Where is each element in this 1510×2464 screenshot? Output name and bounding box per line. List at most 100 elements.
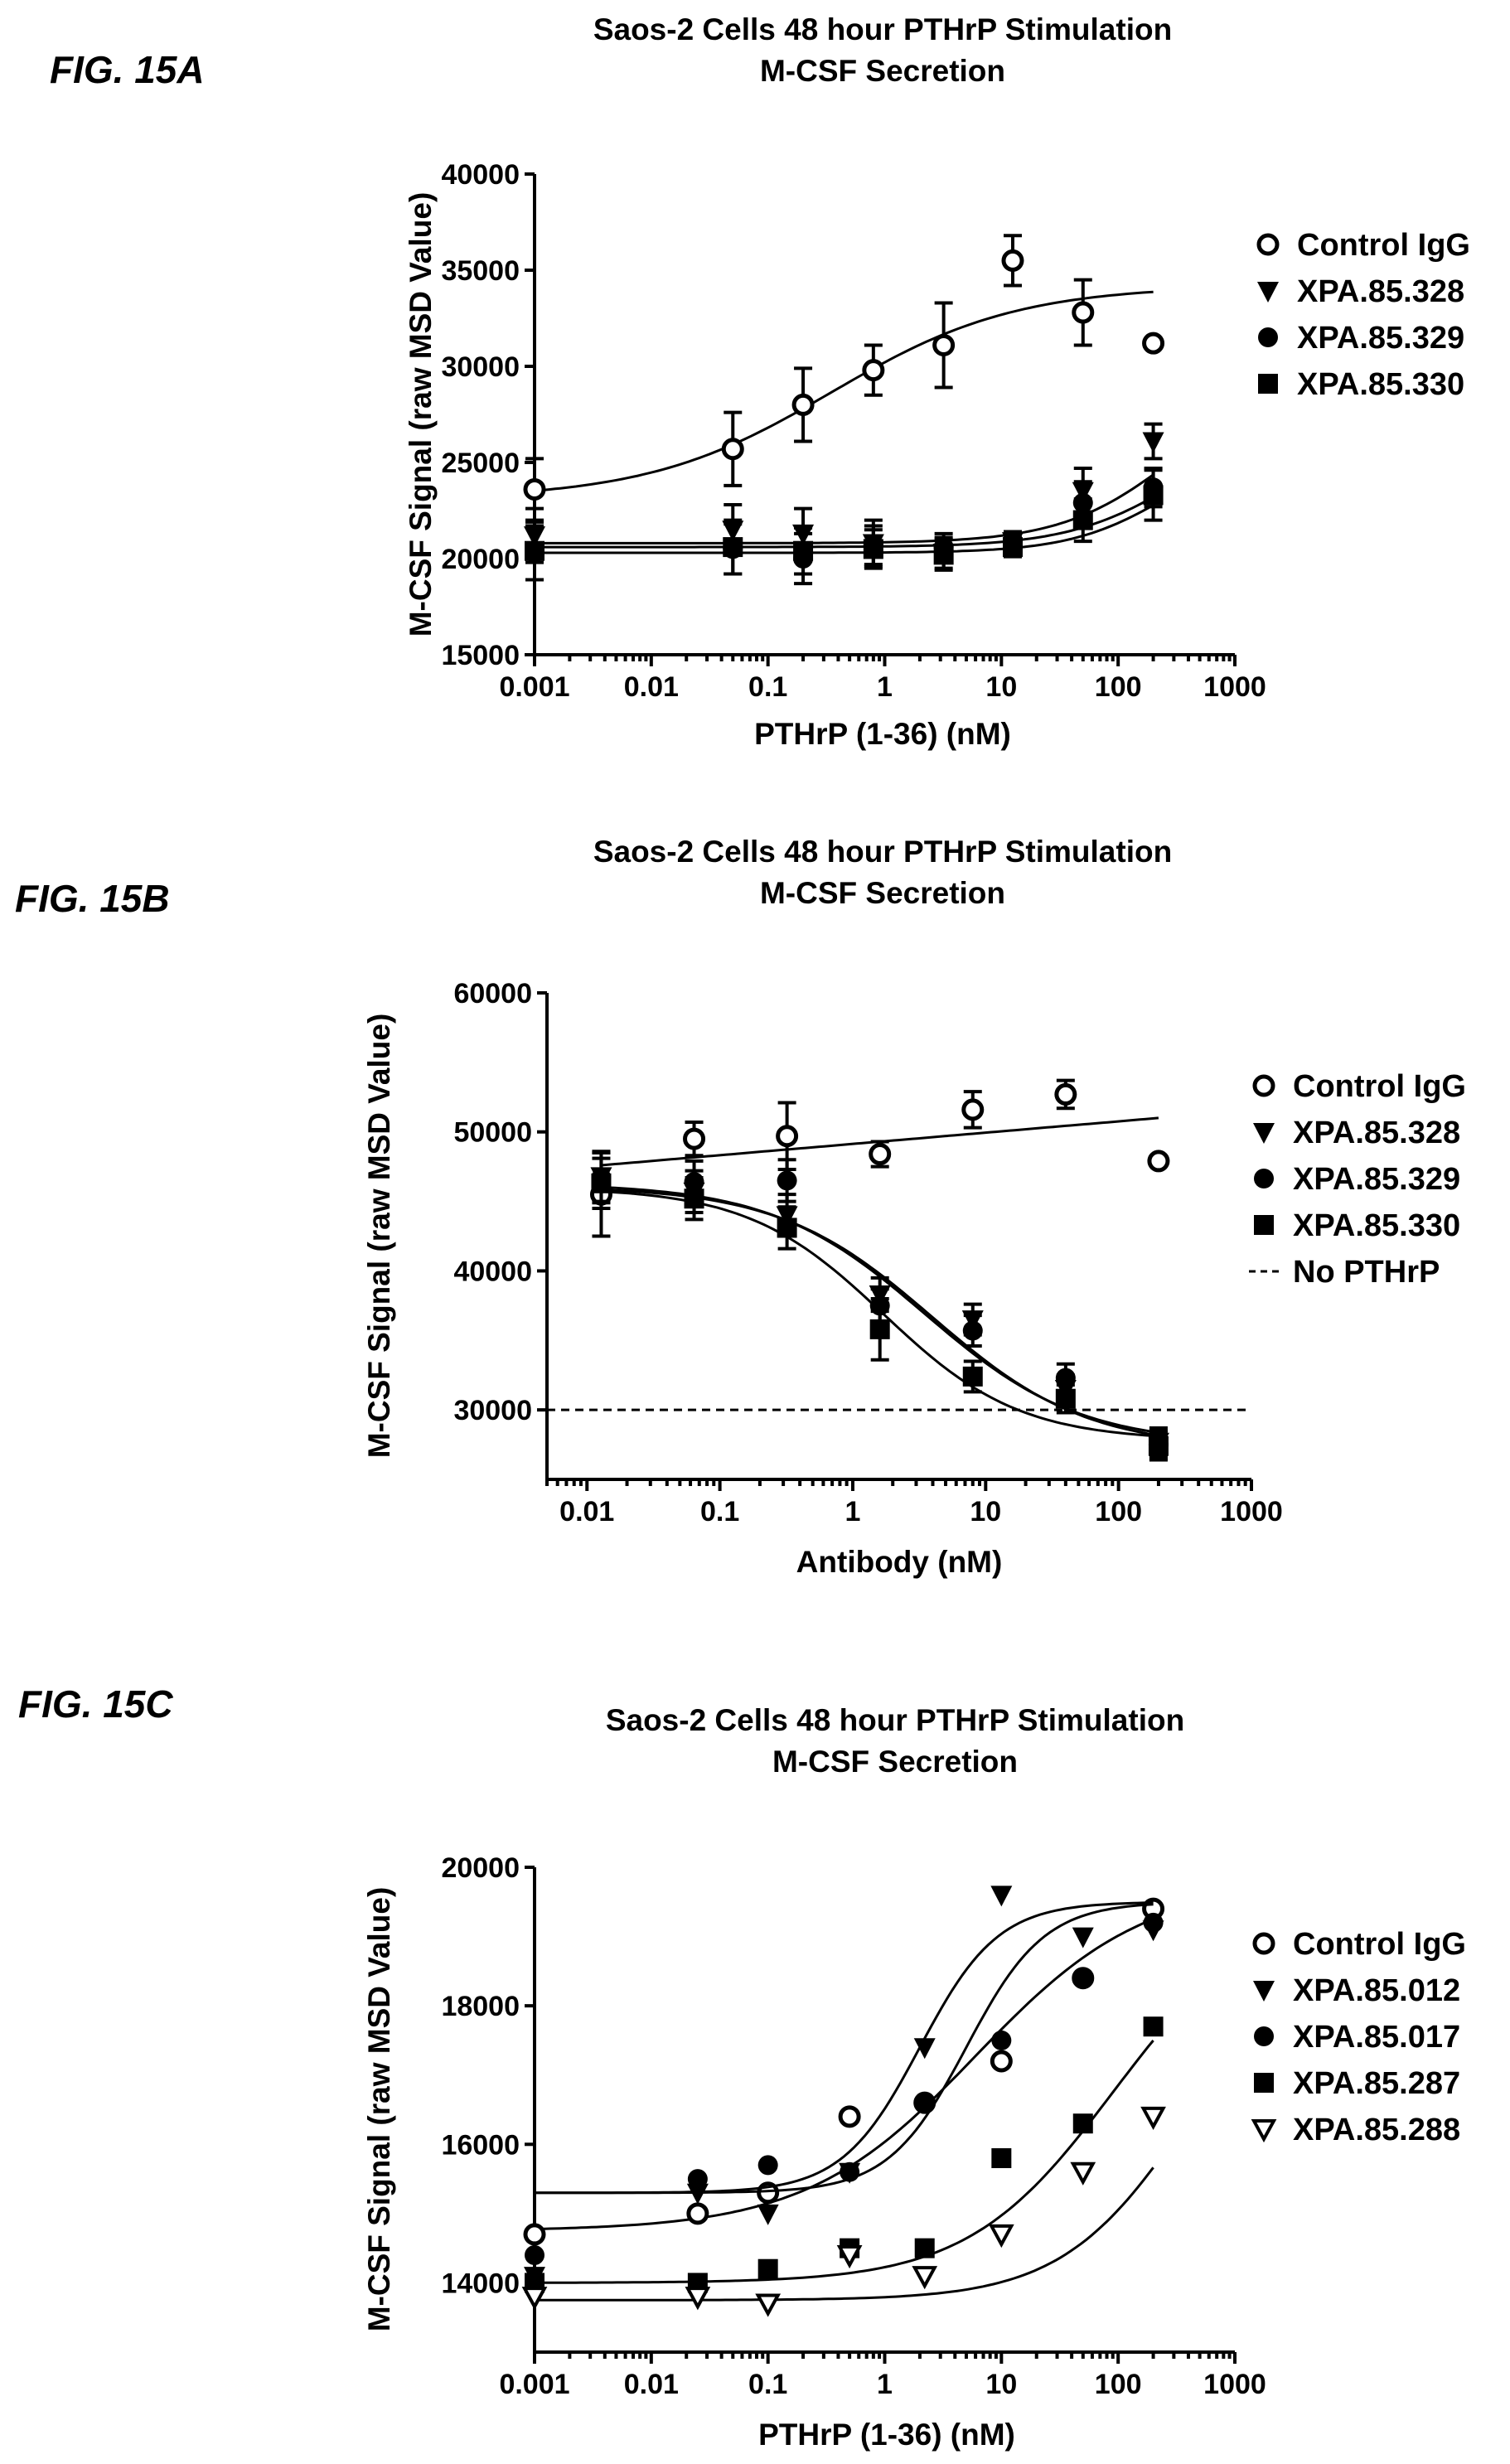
data-point: [721, 438, 744, 461]
legend-label: XPA.85.287: [1293, 2066, 1460, 2101]
y-tick-label: 18000: [441, 1991, 520, 2022]
fit-curve: [535, 473, 1154, 545]
data-point: [1143, 1912, 1164, 1933]
legend-marker: [1252, 1932, 1275, 1955]
data-point: [1142, 432, 1164, 453]
data-point: [862, 359, 885, 382]
data-point: [913, 2038, 936, 2060]
chart-title: Saos-2 Cells 48 hour PTHrP Stimulation: [606, 1703, 1184, 1737]
y-tick-label: 50000: [453, 1117, 532, 1149]
chart-2: FIG. 15B Saos-2 Cells 48 hour PTHrP Stimu…: [15, 835, 1466, 1579]
x-tick-label: 0.001: [499, 2369, 569, 2400]
data-point: [1001, 249, 1024, 272]
legend-marker: [1254, 2026, 1274, 2046]
data-point: [686, 2202, 709, 2225]
chart-3: FIG. 15C Saos-2 Cells 48 hour PTHrP Stimu…: [18, 1682, 1466, 2452]
legend-marker: [1252, 1074, 1275, 1097]
y-tick-label: 16000: [441, 2129, 520, 2161]
legend-label: XPA.85.329: [1293, 1162, 1460, 1197]
data-point: [1002, 537, 1023, 558]
legend-marker: [1254, 1215, 1274, 1235]
y-tick-label: 15000: [441, 640, 520, 671]
x-axis-label: PTHrP (1-36) (nM): [754, 717, 1011, 751]
y-tick-label: 25000: [441, 448, 520, 479]
legend-marker: [1258, 374, 1278, 394]
data-point: [961, 1098, 985, 1121]
y-tick-label: 20000: [441, 544, 520, 575]
legend-label: No PTHrP: [1293, 1255, 1440, 1290]
y-axis-label: M-CSF Signal (raw MSD Value): [362, 1887, 396, 2332]
data-point: [838, 2105, 861, 2128]
legend-label: XPA.85.328: [1293, 1116, 1460, 1150]
data-point: [757, 2155, 778, 2176]
data-point: [757, 2258, 778, 2279]
x-tick-label: 1: [877, 2369, 893, 2400]
data-point: [521, 2287, 548, 2311]
series-xpa-85-330: [591, 1156, 1169, 1462]
x-tick-label: 100: [1095, 671, 1142, 703]
legend-marker: [1258, 327, 1278, 347]
data-point: [991, 2148, 1012, 2168]
data-point: [1142, 332, 1165, 355]
data-point: [1143, 2016, 1164, 2037]
fit-curve: [534, 290, 1154, 492]
series-control-igg: [523, 234, 1165, 522]
data-point: [990, 2050, 1013, 2073]
data-point: [683, 1127, 706, 1150]
data-point: [723, 537, 743, 558]
data-point: [687, 2169, 708, 2190]
series-xpa-85-288: [521, 2106, 1166, 2317]
x-tick-label: 10: [985, 2369, 1017, 2400]
x-tick-label: 1: [877, 671, 893, 703]
data-point: [1070, 2161, 1096, 2186]
data-point: [1055, 1368, 1076, 1388]
legend: Control IgG XPA.85.012 XPA.85.017 XPA.85.28…: [1251, 1927, 1466, 2147]
x-tick-label: 1000: [1220, 1496, 1283, 1527]
x-tick-label: 0.1: [748, 671, 787, 703]
x-tick-label: 1000: [1203, 2369, 1266, 2400]
fit-curve: [534, 1918, 1154, 2230]
y-tick-label: 40000: [441, 159, 520, 191]
legend-label: XPA.85.329: [1297, 321, 1464, 356]
series-xpa-85-017: [525, 1903, 1164, 2265]
chart-1: FIG. 15A Saos-2 Cells 48 hour PTHrP Stimu…: [50, 12, 1470, 751]
data-point: [1054, 1082, 1077, 1106]
data-point: [776, 1125, 799, 1148]
x-tick-label: 10: [985, 671, 1017, 703]
legend-label: XPA.85.330: [1297, 367, 1464, 402]
legend-label: XPA.85.017: [1293, 2020, 1460, 2055]
data-point: [1143, 485, 1164, 506]
data-point: [755, 2293, 782, 2317]
y-tick-label: 30000: [453, 1395, 532, 1426]
y-tick-label: 35000: [441, 255, 520, 287]
fit-curve: [535, 2166, 1154, 2302]
figure-label: FIG. 15C: [18, 1682, 173, 1726]
x-tick-label: 10: [970, 1496, 1001, 1527]
data-point: [1072, 301, 1095, 324]
chart-subtitle: M-CSF Secretion: [760, 876, 1005, 910]
data-point: [962, 1320, 983, 1341]
y-tick-label: 14000: [441, 2268, 520, 2299]
data-point: [777, 1170, 797, 1191]
data-point: [962, 1366, 983, 1387]
series-control-igg: [589, 1078, 1170, 1238]
figure-label: FIG. 15A: [50, 48, 205, 91]
data-point: [1072, 1927, 1094, 1948]
x-tick-label: 0.1: [700, 1496, 739, 1527]
data-point: [932, 333, 956, 356]
data-point: [1072, 1968, 1093, 1988]
legend-label: XPA.85.330: [1293, 1208, 1460, 1243]
y-axis-label: M-CSF Signal (raw MSD Value): [362, 1014, 396, 1459]
y-tick-label: 60000: [453, 978, 532, 1009]
legend-marker: [1251, 2119, 1277, 2143]
legend-label: Control IgG: [1293, 1927, 1466, 1962]
data-point: [1140, 2106, 1166, 2131]
chart-title: Saos-2 Cells 48 hour PTHrP Stimulation: [593, 12, 1172, 46]
y-tick-label: 30000: [441, 351, 520, 383]
x-axis-label: PTHrP (1-36) (nM): [758, 2418, 1015, 2452]
data-point: [988, 2224, 1014, 2249]
chart-title: Saos-2 Cells 48 hour PTHrP Stimulation: [593, 835, 1172, 869]
x-tick-label: 0.1: [748, 2369, 787, 2400]
fit-curve: [535, 1903, 1154, 2195]
